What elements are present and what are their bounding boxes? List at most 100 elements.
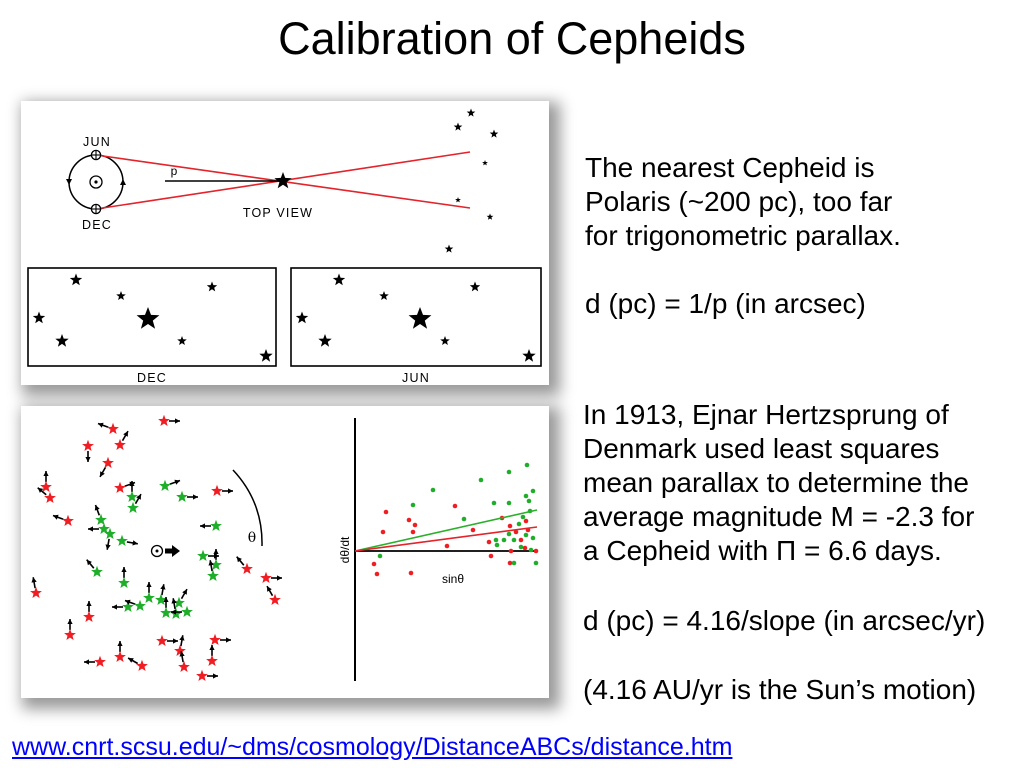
green-star (210, 558, 222, 570)
source-link[interactable]: www.cnrt.scsu.edu/~dms/cosmology/Distanc… (12, 733, 733, 761)
sun-motion-note: (4.16 AU/yr is the Sun’s motion) (583, 674, 977, 705)
green-star-with-motion (112, 600, 134, 612)
scatter-point-green (430, 487, 436, 493)
background-star (522, 349, 536, 362)
red-star-with-motion (64, 619, 76, 640)
intro-line: for trigonometric parallax. (585, 220, 901, 251)
red-star (211, 484, 223, 496)
scatter-point-red (513, 529, 519, 535)
green-star (126, 490, 138, 502)
motion-arrow-head (123, 431, 128, 437)
hertzsprung-line: average magnitude M = -2.3 for (583, 501, 975, 532)
green-star-with-motion (94, 504, 107, 525)
motion-arrow-head (117, 641, 123, 646)
green-star-with-motion (159, 479, 181, 491)
background-star (32, 311, 46, 324)
proper-motion-panel: θ dθ/dt sinθ (21, 406, 549, 698)
motion-arrow-head (37, 487, 44, 493)
star-field-sky-views (32, 273, 536, 362)
scatter-point-red (410, 529, 416, 535)
fit-line-red (354, 526, 538, 552)
background-star (489, 129, 499, 138)
motion-arrow-head (105, 544, 111, 550)
red-star (83, 610, 95, 622)
red-star (30, 586, 42, 598)
hertzsprung-line: mean parallax to determine the (583, 467, 969, 498)
green-star (173, 596, 185, 608)
green-star (176, 490, 188, 502)
motion-arrow-head (112, 604, 117, 610)
scatter-point-green (501, 537, 507, 543)
green-star-with-motion (118, 567, 130, 588)
sky-view-dec-box (27, 267, 277, 367)
motion-arrow-head (179, 651, 185, 657)
motion-arrow-head (175, 418, 180, 424)
scatter-point-red (371, 561, 377, 567)
solar-motion-arrow (165, 545, 180, 557)
motion-arrow-head (125, 599, 131, 605)
hertzsprung-line: a Cepheid with Π = 6.6 days. (583, 535, 942, 566)
red-star (174, 644, 186, 656)
sun-icon (150, 544, 164, 558)
scatter-point-red (507, 560, 513, 566)
earth-icon (90, 149, 102, 161)
background-star (116, 291, 126, 300)
motion-arrow-head (226, 637, 231, 643)
red-star-with-motion (156, 634, 178, 646)
hertzsprung-line: Denmark used least squares (583, 433, 940, 464)
scatter-point-green (478, 477, 484, 483)
scatter-point-green (511, 560, 517, 566)
parallax-diagram: JUN DEC p TOP VIEW DEC JUN (27, 108, 542, 385)
red-star-with-motion (266, 585, 281, 605)
motion-arrow-head (129, 481, 135, 486)
motion-arrow-head (86, 601, 92, 606)
scatter-point-green (520, 514, 526, 520)
scatter-point-green (493, 537, 499, 543)
motion-arrow-head (85, 457, 91, 462)
red-star-with-motion (178, 651, 190, 672)
green-star-with-motion (127, 493, 142, 513)
sky-view-jun-box (290, 267, 542, 367)
green-star-with-motion (176, 490, 198, 502)
motion-arrow-head (182, 589, 187, 595)
scatter-point-green (530, 488, 536, 494)
scatter-point-green (523, 532, 529, 538)
intro-line: Polaris (~200 pc), too far (585, 186, 893, 217)
motion-arrow-head (128, 658, 134, 663)
motion-arrow-head (174, 479, 180, 485)
motion-arrow-head (67, 619, 73, 624)
red-star (156, 634, 168, 646)
motion-arrow-head (136, 494, 141, 500)
background-star (295, 311, 309, 324)
motion-arrow-head (43, 471, 49, 476)
scatter-point-green (530, 535, 536, 541)
red-star (260, 571, 272, 583)
red-star (62, 514, 74, 526)
motion-arrow-head (228, 488, 233, 494)
red-star (82, 439, 94, 451)
motion-arrow-head (208, 560, 214, 566)
scatter-point-green (377, 553, 383, 559)
green-star (143, 591, 155, 603)
background-star (55, 334, 69, 347)
background-star (379, 291, 389, 300)
jun-label: JUN (83, 135, 111, 149)
background-star (466, 108, 476, 117)
scatter-point-red (444, 543, 450, 549)
scatter-point-red (408, 570, 414, 576)
y-axis-label: dθ/dt (338, 536, 352, 563)
red-star-with-motion (236, 556, 253, 574)
parallax-angle-label: p (171, 164, 178, 178)
scatter-point-green (410, 502, 416, 508)
sun-icon (89, 175, 103, 189)
red-star-with-motion (127, 657, 148, 671)
red-star (107, 422, 119, 434)
green-star (98, 522, 110, 534)
red-star-with-motion (52, 514, 74, 526)
scatter-point-red (533, 548, 539, 554)
motion-arrow-head (84, 659, 89, 665)
red-star (269, 593, 281, 605)
background-star (455, 197, 461, 203)
green-star-with-motion (171, 605, 193, 617)
